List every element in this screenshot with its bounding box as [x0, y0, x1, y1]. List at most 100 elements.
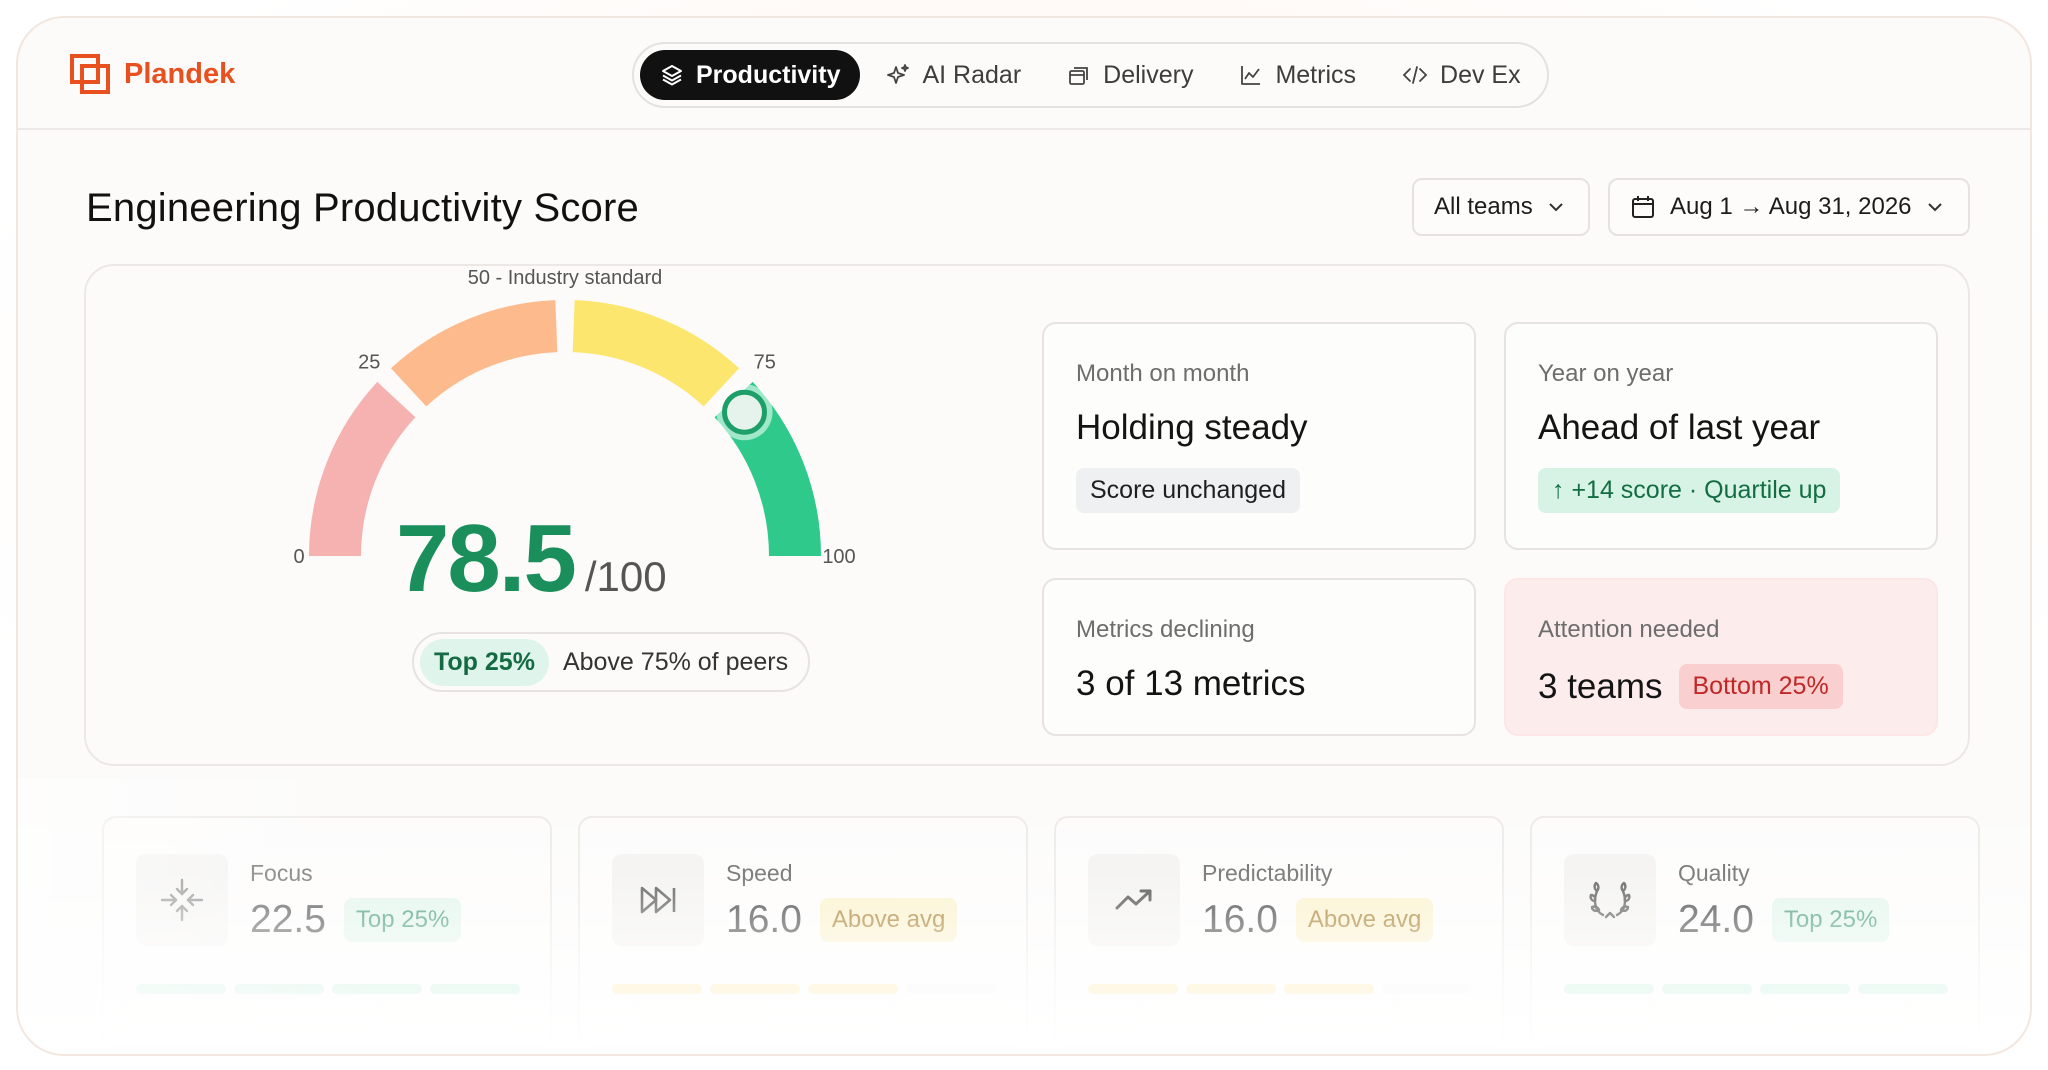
peer-text: Above 75% of peers [562, 647, 789, 676]
nav-tab-dev-ex[interactable]: Dev Ex [1382, 50, 1541, 100]
metric-value: 16.0 [1202, 898, 1278, 941]
nav-tab-delivery[interactable]: Delivery [1047, 50, 1213, 100]
nav-tab-label: Metrics [1275, 60, 1357, 89]
chevron-down-icon [1548, 203, 1563, 212]
level-segment [1564, 984, 1654, 994]
level-segment [1760, 984, 1850, 994]
peer-comparison: Top 25% Above 75% of peers [412, 632, 811, 692]
month-on-month-card[interactable]: Month on month Holding steady Score unch… [1042, 322, 1476, 550]
metric-badge: Above avg [819, 898, 958, 942]
metric-row: 16.0 Above avg [726, 898, 958, 942]
gauge-label-max: 100 [822, 546, 855, 568]
metric-level-bars [136, 984, 520, 994]
page-title: Engineering Productivity Score [86, 186, 639, 230]
score-max: /100 [584, 553, 667, 600]
stat-label: Year on year [1538, 360, 1674, 387]
code-icon [1402, 66, 1428, 84]
score-value: 78.5 [396, 505, 577, 612]
metric-card-predictability[interactable]: Predictability 16.0 Above avg [1054, 816, 1504, 1048]
metric-row: 22.5 Top 25% [250, 898, 462, 942]
nav-tab-ai-radar[interactable]: AI Radar [866, 50, 1041, 100]
stat-value: 3 of 13 metrics [1076, 664, 1306, 703]
metric-row: 16.0 Above avg [1202, 898, 1434, 942]
level-segment [430, 984, 520, 994]
metric-label: Quality [1678, 860, 1750, 886]
stat-value: Holding steady [1076, 408, 1308, 447]
trending-up-icon [1088, 854, 1180, 946]
level-segment [1284, 984, 1374, 994]
metric-value: 24.0 [1678, 898, 1754, 941]
metric-badge: Top 25% [343, 898, 462, 942]
plandek-logo-icon [70, 54, 110, 94]
stat-value: Ahead of last year [1538, 408, 1821, 447]
nav-tab-label: AI Radar [922, 60, 1022, 89]
year-on-year-card[interactable]: Year on year Ahead of last year ↑ +14 sc… [1504, 322, 1938, 550]
chevron-down-icon [1927, 203, 1942, 212]
gauge-marker [721, 389, 767, 435]
level-segment [332, 984, 422, 994]
metric-level-bars [1564, 984, 1948, 994]
gauge-segment-low [309, 381, 416, 557]
nav-tab-productivity[interactable]: Productivity [640, 50, 861, 100]
level-segment [710, 984, 800, 994]
metric-row: 24.0 Top 25% [1678, 898, 1890, 942]
level-segment [234, 984, 324, 994]
level-segment [808, 984, 898, 994]
brand-name: Plandek [124, 57, 236, 90]
metric-badge: Top 25% [1771, 898, 1890, 942]
fast-forward-icon [612, 854, 704, 946]
metric-level-bars [1088, 984, 1472, 994]
gauge-label-25: 25 [358, 351, 380, 373]
stat-tag: ↑ +14 score · Quartile up [1538, 468, 1841, 513]
stat-label: Metrics declining [1076, 616, 1255, 643]
level-segment [612, 984, 702, 994]
stat-tag: Score unchanged [1076, 468, 1300, 513]
calendar-icon [1632, 196, 1654, 218]
metric-level-bars [612, 984, 996, 994]
metric-label: Speed [726, 860, 793, 886]
stat-tag: Bottom 25% [1678, 664, 1843, 709]
stack-icon [1069, 67, 1089, 85]
sparkle-icon [887, 64, 910, 84]
nav-tab-metrics[interactable]: Metrics [1219, 50, 1376, 100]
level-segment [136, 984, 226, 994]
level-segment [1382, 984, 1472, 994]
gauge-segment-below-avg [390, 300, 558, 407]
metric-card-quality[interactable]: Quality 24.0 Top 25% [1530, 816, 1980, 1048]
score-gauge: 0 25 50 - Industry standard 75 100 [293, 267, 855, 568]
teams-select[interactable]: All teams [1412, 178, 1590, 236]
metric-card-focus[interactable]: Focus 22.5 Top 25% [102, 816, 552, 1048]
level-segment [1662, 984, 1752, 994]
stat-label: Month on month [1076, 360, 1250, 387]
metric-card-speed[interactable]: Speed 16.0 Above avg [578, 816, 1028, 1048]
metric-value: 22.5 [250, 898, 326, 941]
top-bar: Plandek Productivity AI Radar Delivery [18, 18, 2030, 130]
converge-icon [136, 854, 228, 946]
stat-row: 3 teams Bottom 25% [1538, 664, 1904, 709]
nav-tab-label: Delivery [1103, 60, 1194, 89]
attention-needed-card[interactable]: Attention needed 3 teams Bottom 25% [1504, 578, 1938, 736]
line-chart-icon [1241, 66, 1261, 85]
laurel-icon [1564, 854, 1656, 946]
gauge-label-min: 0 [293, 546, 304, 568]
score-display: 78.5 /100 [396, 504, 667, 614]
level-segment [1088, 984, 1178, 994]
peer-badge: Top 25% [420, 638, 549, 686]
date-range-value: Aug 1 → Aug 31, 2026 [1670, 193, 1912, 220]
main-nav: Productivity AI Radar Delivery Metrics [632, 42, 1549, 108]
gauge-label-mid: 50 - Industry standard [468, 267, 663, 289]
metric-label: Predictability [1202, 860, 1333, 886]
app-window: Plandek Productivity AI Radar Delivery [16, 16, 2032, 1056]
gauge-segment-above-avg [572, 300, 740, 407]
metrics-declining-card[interactable]: Metrics declining 3 of 13 metrics [1042, 578, 1476, 736]
teams-select-value: All teams [1434, 193, 1533, 220]
layers-icon [662, 65, 682, 86]
date-range-select[interactable]: Aug 1 → Aug 31, 2026 [1608, 178, 1970, 236]
level-segment [1186, 984, 1276, 994]
gauge-label-75: 75 [754, 351, 776, 373]
level-segment [906, 984, 996, 994]
nav-tab-label: Dev Ex [1440, 60, 1521, 89]
level-segment [1858, 984, 1948, 994]
stat-value: 3 teams [1538, 666, 1663, 706]
brand[interactable]: Plandek [68, 52, 235, 96]
